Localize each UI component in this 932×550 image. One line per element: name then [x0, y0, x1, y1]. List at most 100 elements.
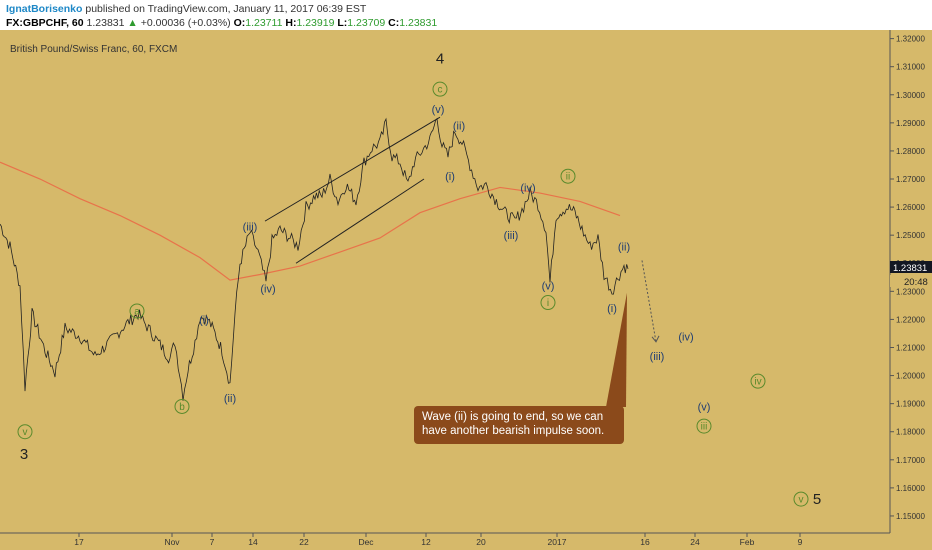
- high-value: 1.23919: [296, 17, 335, 29]
- x-tick-label: 22: [299, 537, 309, 547]
- wave-circle: [17, 424, 33, 440]
- low-value: 1.23709: [347, 17, 386, 29]
- price-chart[interactable]: British Pound/Swiss Franc, 60, FXCM 1.32…: [0, 30, 932, 550]
- x-tick-label: 24: [690, 537, 700, 547]
- y-tick-label: 1.19000: [896, 400, 925, 409]
- countdown-tag: [890, 275, 932, 287]
- chart-background: [0, 30, 890, 533]
- countdown-text: 20:48: [904, 277, 928, 288]
- wave-label: (i): [445, 171, 455, 183]
- close-label: C:: [388, 17, 400, 29]
- wave-label: (i): [607, 303, 617, 315]
- last-price-tag: [890, 261, 932, 273]
- x-tick-labels: 17 Nov 7 14 22 Dec 12 20 2017 16 24 Feb 9: [74, 533, 803, 547]
- y-tick-label: 1.15000: [896, 512, 925, 521]
- y-tick-label: 1.27000: [896, 175, 925, 184]
- symbol-label: FX:GBPCHF, 60: [6, 17, 84, 29]
- x-tick-label: 17: [74, 537, 84, 547]
- x-tick-label: 16: [640, 537, 650, 547]
- y-tick-label: 1.32000: [896, 35, 925, 44]
- wave-circle: [432, 81, 448, 97]
- y-tick-label: 1.17000: [896, 456, 925, 465]
- y-tick-label: 1.26000: [896, 203, 925, 212]
- close-value: 1.23831: [399, 17, 438, 29]
- y-tick-label: 1.31000: [896, 63, 925, 72]
- low-label: L:: [337, 17, 348, 29]
- x-tick-label: 14: [248, 537, 258, 547]
- channel-line: [295, 178, 425, 264]
- wave-labels: 3 v a b (i) (ii) (iii) (iv) 4 c (v) (ii) (i) (iv) (iii…: [17, 50, 821, 508]
- wave-label: (iv): [678, 331, 693, 343]
- wave-label-circled: ii: [566, 172, 570, 183]
- wave-label: (iii): [243, 222, 258, 234]
- y-tick-label: 1.28000: [896, 147, 925, 156]
- projection-arrowhead: [651, 335, 660, 343]
- wave-label: (i): [199, 314, 209, 326]
- wave-label: (iv): [260, 284, 275, 296]
- callout-pointer: [606, 292, 627, 407]
- wave-label-circled: iv: [754, 377, 761, 388]
- open-value: 1.23711: [245, 17, 283, 29]
- wave-circle: [560, 168, 576, 184]
- price-line: [0, 117, 629, 401]
- wave-label-circled: i: [547, 298, 549, 309]
- time-axis[interactable]: [0, 533, 890, 550]
- published-text: published on TradingView.com, January 11…: [85, 3, 367, 15]
- wave-circle: [540, 295, 556, 311]
- y-tick-label: 1.20000: [896, 372, 925, 381]
- x-tick-label: 9: [798, 537, 803, 547]
- author-link[interactable]: IgnatBorisenko: [6, 3, 83, 15]
- wave-label: (iv): [520, 182, 535, 194]
- wave-label-circled: b: [179, 402, 185, 413]
- wave-label-major: 4: [436, 50, 444, 67]
- y-tick-label: 1.16000: [896, 484, 925, 493]
- wave-label-circled: iii: [701, 422, 708, 433]
- wave-label: (ii): [618, 241, 630, 253]
- wave-label-major: 3: [20, 446, 28, 463]
- y-tick-label: 1.29000: [896, 119, 925, 128]
- wave-circle: [750, 373, 766, 389]
- price-change: +0.00036 (+0.03%): [140, 17, 231, 29]
- y-tick-label: 1.22000: [896, 315, 925, 324]
- high-label: H:: [285, 17, 297, 29]
- wave-label: (ii): [453, 121, 465, 133]
- annotation-callout: Wave (ii) is going to end, so we can hav…: [414, 406, 624, 444]
- y-tick-label: 1.18000: [896, 428, 925, 437]
- y-tick-label: 1.21000: [896, 343, 925, 352]
- chart-header: IgnatBorisenko published on TradingView.…: [0, 0, 932, 30]
- price-axis[interactable]: [890, 30, 932, 550]
- wave-circle: [129, 303, 145, 319]
- chart-title: British Pound/Swiss Franc, 60, FXCM: [10, 44, 177, 55]
- plot-area: [0, 116, 660, 407]
- ohlc-line: FX:GBPCHF, 60 1.23831 ▲ +0.00036 (+0.03%…: [6, 17, 437, 29]
- up-arrow-icon: ▲: [127, 17, 138, 29]
- x-tick-label: 12: [421, 537, 431, 547]
- moving-average-line: [0, 161, 621, 281]
- wave-circle: [793, 491, 809, 507]
- y-tick-label: 1.25000: [896, 231, 925, 240]
- y-tick-label: 1.30000: [896, 91, 925, 100]
- wave-circle: [174, 398, 190, 414]
- x-tick-label: 7: [210, 537, 215, 547]
- channel-line: [264, 116, 441, 222]
- wave-label-major: 5: [813, 491, 821, 508]
- y-tick-label: 1.23000: [896, 287, 925, 296]
- open-label: O:: [233, 17, 246, 29]
- x-tick-label: Nov: [164, 537, 180, 547]
- wave-label-circled: a: [134, 306, 140, 317]
- wave-label-circled: v: [23, 427, 28, 438]
- last-price-tag-text: 1.23831: [893, 263, 927, 274]
- projection-arrow: [641, 260, 657, 342]
- x-tick-label: Feb: [740, 537, 755, 547]
- publish-line: IgnatBorisenko published on TradingView.…: [6, 3, 366, 15]
- wave-label: (iii): [504, 230, 519, 242]
- wave-label: (v): [432, 104, 445, 116]
- last-price: 1.23831: [86, 17, 125, 29]
- x-tick-label: Dec: [358, 537, 374, 547]
- wave-label: (v): [698, 401, 711, 413]
- wave-label-circled: c: [438, 85, 443, 96]
- wave-label-circled: v: [799, 495, 804, 506]
- wave-label: (v): [542, 281, 555, 293]
- wave-label: (ii): [224, 393, 236, 405]
- wave-label: (iii): [650, 351, 665, 363]
